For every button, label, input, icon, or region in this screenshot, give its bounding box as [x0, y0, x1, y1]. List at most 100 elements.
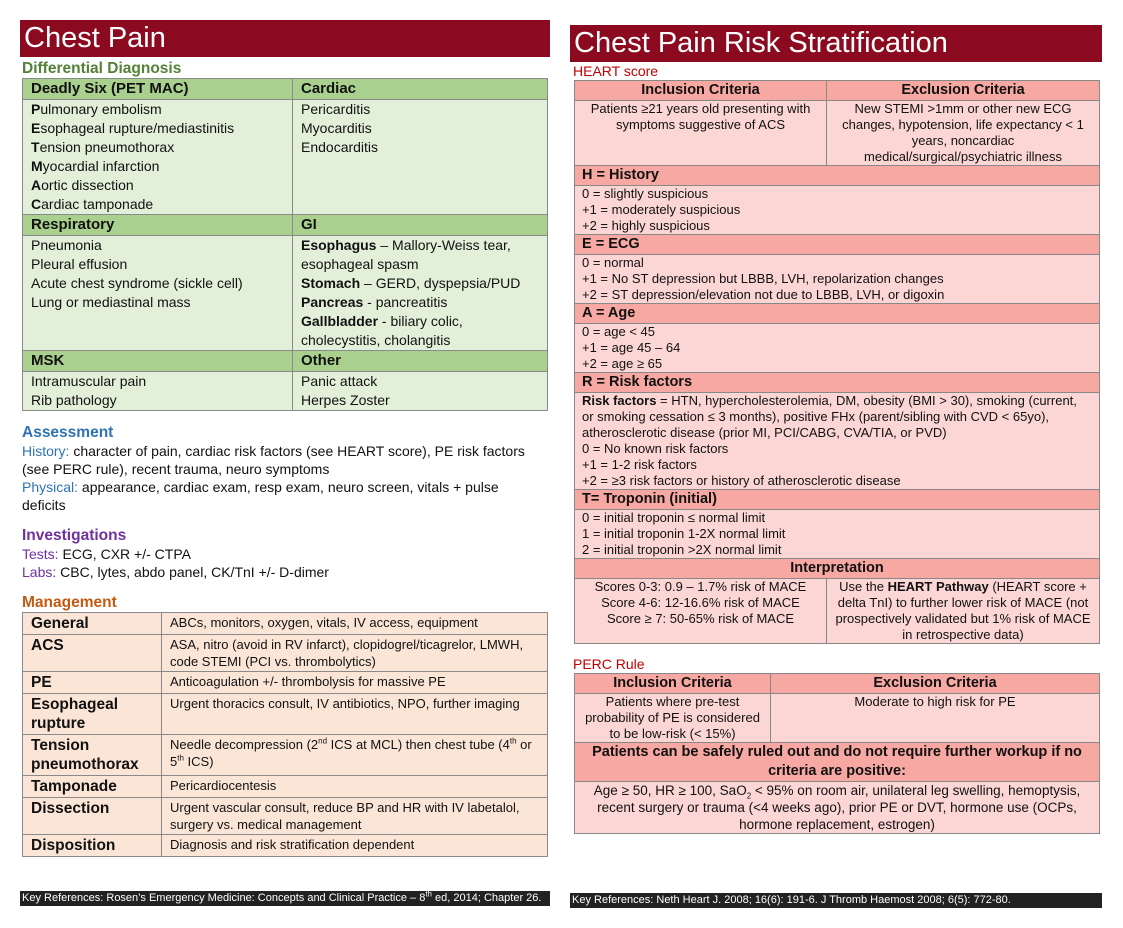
text: or 5: [170, 737, 532, 769]
ecg-header: E = ECG: [574, 234, 1100, 255]
table-row: Risk factors = HTN, hypercholesterolemia…: [574, 392, 1100, 490]
text: Esophagus: [301, 237, 377, 253]
text: Panic attack: [301, 373, 378, 389]
management-row: General ABCs, monitors, oxygen, vitals, I…: [22, 612, 548, 635]
text: Esophageal rupture/mediastinitis: [31, 119, 284, 138]
table-cell: Inclusion Criteria: [574, 80, 827, 101]
text: sophageal rupture/mediastinitis: [40, 120, 235, 136]
management-row: Esophageal rupture Urgent thoracics consu…: [22, 693, 548, 735]
text: Pericarditis: [301, 101, 371, 117]
risk-header: R = Risk factors: [574, 372, 1100, 393]
table-cell: PE: [22, 671, 162, 694]
differential-heading: Differential Diagnosis: [22, 60, 182, 77]
management-row: PE Anticoagulation +/- thrombolysis for m…: [22, 671, 548, 694]
text: Stomach – GERD, dyspepsia/PUD: [301, 274, 539, 293]
gi-list: Esophagus – Mallory-Weiss tear, esophage…: [292, 235, 548, 351]
text: History:: [22, 443, 70, 459]
text: = HTN, hypercholesterolemia, DM, obesity…: [582, 393, 1077, 440]
table-cell: Urgent vascular consult, reduce BP and H…: [161, 797, 548, 835]
troponin-header: T= Troponin (initial): [574, 489, 1100, 510]
cardiac-list: Pericarditis Myocarditis Endocarditis: [292, 99, 548, 215]
msk-header: MSK: [22, 350, 293, 372]
text: th: [425, 889, 432, 899]
text: Score ≥ 7: 50-65% risk of MACE: [606, 611, 795, 626]
page-title: Chest Pain: [20, 20, 550, 57]
text: +2 = ≥3 risk factors or history of ather…: [582, 473, 901, 488]
table-cell: ACS: [22, 634, 162, 672]
msk-list: Intramuscular pain Rib pathology: [22, 371, 293, 411]
table-cell: Pericardiocentesis: [161, 775, 548, 798]
text: - pancreatitis: [363, 294, 448, 310]
right-references: Key References: Neth Heart J. 2008; 16(6…: [570, 893, 1102, 908]
table-cell: Disposition: [22, 834, 162, 857]
heart-heading: HEART score: [573, 63, 659, 79]
text: +1 = age 45 – 64: [582, 340, 681, 355]
table-row: Scores 0-3: 0.9 – 1.7% risk of MACE Score…: [574, 578, 1100, 644]
text: Scores 0-3: 0.9 – 1.7% risk of MACE: [594, 579, 807, 594]
text: yocardial infarction: [42, 158, 160, 174]
right-column: Chest Pain Risk Stratification HEART sco…: [570, 25, 1102, 908]
table-cell: Anticoagulation +/- thrombolysis for mas…: [161, 671, 548, 694]
text: ed, 2014; Chapter 26.: [432, 892, 542, 904]
text: C: [31, 196, 42, 212]
text: 2 = initial troponin >2X normal limit: [582, 542, 782, 557]
investigations-tests: Tests: ECG, CXR +/- CTPA: [22, 545, 542, 563]
table-row: MSK Other: [22, 350, 548, 372]
ecg-items: 0 = normal +1 = No ST depression but LBBB…: [574, 254, 1100, 304]
table-cell: Dissection: [22, 797, 162, 835]
text: CBC, lytes, abdo panel, CK/TnI +/- D-dim…: [56, 564, 329, 580]
assessment-history: History: character of pain, cardiac risk…: [22, 442, 542, 478]
table-cell: ASA, nitro (avoid in RV infarct), clopid…: [161, 634, 548, 672]
text: Inclusion Criteria Exclusion Criteria Pat…: [574, 673, 1100, 834]
text: Pancreas - pancreatitis: [301, 293, 539, 312]
text: Pulmonary embolism: [31, 100, 284, 119]
management-row: Tamponade Pericardiocentesis: [22, 775, 548, 798]
history-items: 0 = slightly suspicious +1 = moderately s…: [574, 185, 1100, 235]
text: +2 = age ≥ 65: [582, 356, 663, 371]
text: Myocardial infarction: [31, 157, 284, 176]
interpretation-scores: Scores 0-3: 0.9 – 1.7% risk of MACE Score…: [574, 578, 827, 644]
text: Inclusion Criteria Exclusion Criteria Pat…: [574, 80, 1100, 644]
table-cell: Inclusion Criteria: [574, 673, 771, 694]
text: Score 4-6: 12-16.6% risk of MACE: [601, 595, 800, 610]
text: ICS at MCL) then chest tube (4: [327, 737, 510, 752]
text: ortic dissection: [41, 177, 134, 193]
text: – GERD, dyspepsia/PUD: [360, 275, 521, 291]
text: 1 = initial troponin 1-2X normal limit: [582, 526, 786, 541]
perc-criteria: Age ≥ 50, HR ≥ 100, SaO2 < 95% on room a…: [574, 781, 1100, 834]
age-items: 0 = age < 45 +1 = age 45 – 64 +2 = age ≥ 6…: [574, 323, 1100, 373]
management-heading: Management: [22, 594, 117, 611]
age-header: A = Age: [574, 303, 1100, 324]
text: Use the: [839, 579, 888, 594]
perc-table: Inclusion Criteria Exclusion Criteria Pat…: [574, 673, 1100, 834]
text: – Mallory-Weiss tear, esophageal spasm: [301, 237, 511, 272]
table-row: 0 = normal +1 = No ST depression but LBBB…: [574, 254, 1100, 304]
text: M: [31, 158, 43, 174]
text: Key References: Rosen’s Emergency Medici…: [22, 892, 426, 904]
table-row: Patients can be safely ruled out and do …: [574, 742, 1100, 782]
table-row: T= Troponin (initial): [574, 489, 1100, 510]
text: Endocarditis: [301, 139, 379, 155]
table-cell: Tension pneumothorax: [22, 734, 162, 776]
table-row: 0 = age < 45 +1 = age 45 – 64 +2 = age ≥ 6…: [574, 323, 1100, 373]
management-row: Dissection Urgent vascular consult, reduc…: [22, 797, 548, 835]
table-row: Interpretation: [574, 558, 1100, 579]
risk-items: Risk factors = HTN, hypercholesterolemia…: [574, 392, 1100, 490]
text: 0 = slightly suspicious: [582, 186, 709, 201]
text: Labs:: [22, 564, 57, 580]
table-row: Age ≥ 50, HR ≥ 100, SaO2 < 95% on room a…: [574, 781, 1100, 834]
text: Myocarditis: [301, 120, 372, 136]
table-row: Inclusion Criteria Exclusion Criteria: [574, 80, 1100, 101]
troponin-items: 0 = initial troponin ≤ normal limit 1 = i…: [574, 509, 1100, 559]
text: 0 = normal: [582, 255, 644, 270]
investigations-labs: Labs: CBC, lytes, abdo panel, CK/TnI +/-…: [22, 563, 542, 581]
table-cell: General: [22, 612, 162, 635]
respiratory-header: Respiratory: [22, 214, 293, 236]
text: Risk factors: [582, 393, 657, 408]
text: Lung or mediastinal mass: [31, 294, 191, 310]
management-table: General ABCs, monitors, oxygen, vitals, I…: [22, 612, 548, 857]
text: Gallbladder - biliary colic, cholecystit…: [301, 312, 539, 350]
text: +2 = highly suspicious: [582, 218, 710, 233]
text: th: [509, 736, 517, 746]
text: Pneumonia: [31, 237, 102, 253]
